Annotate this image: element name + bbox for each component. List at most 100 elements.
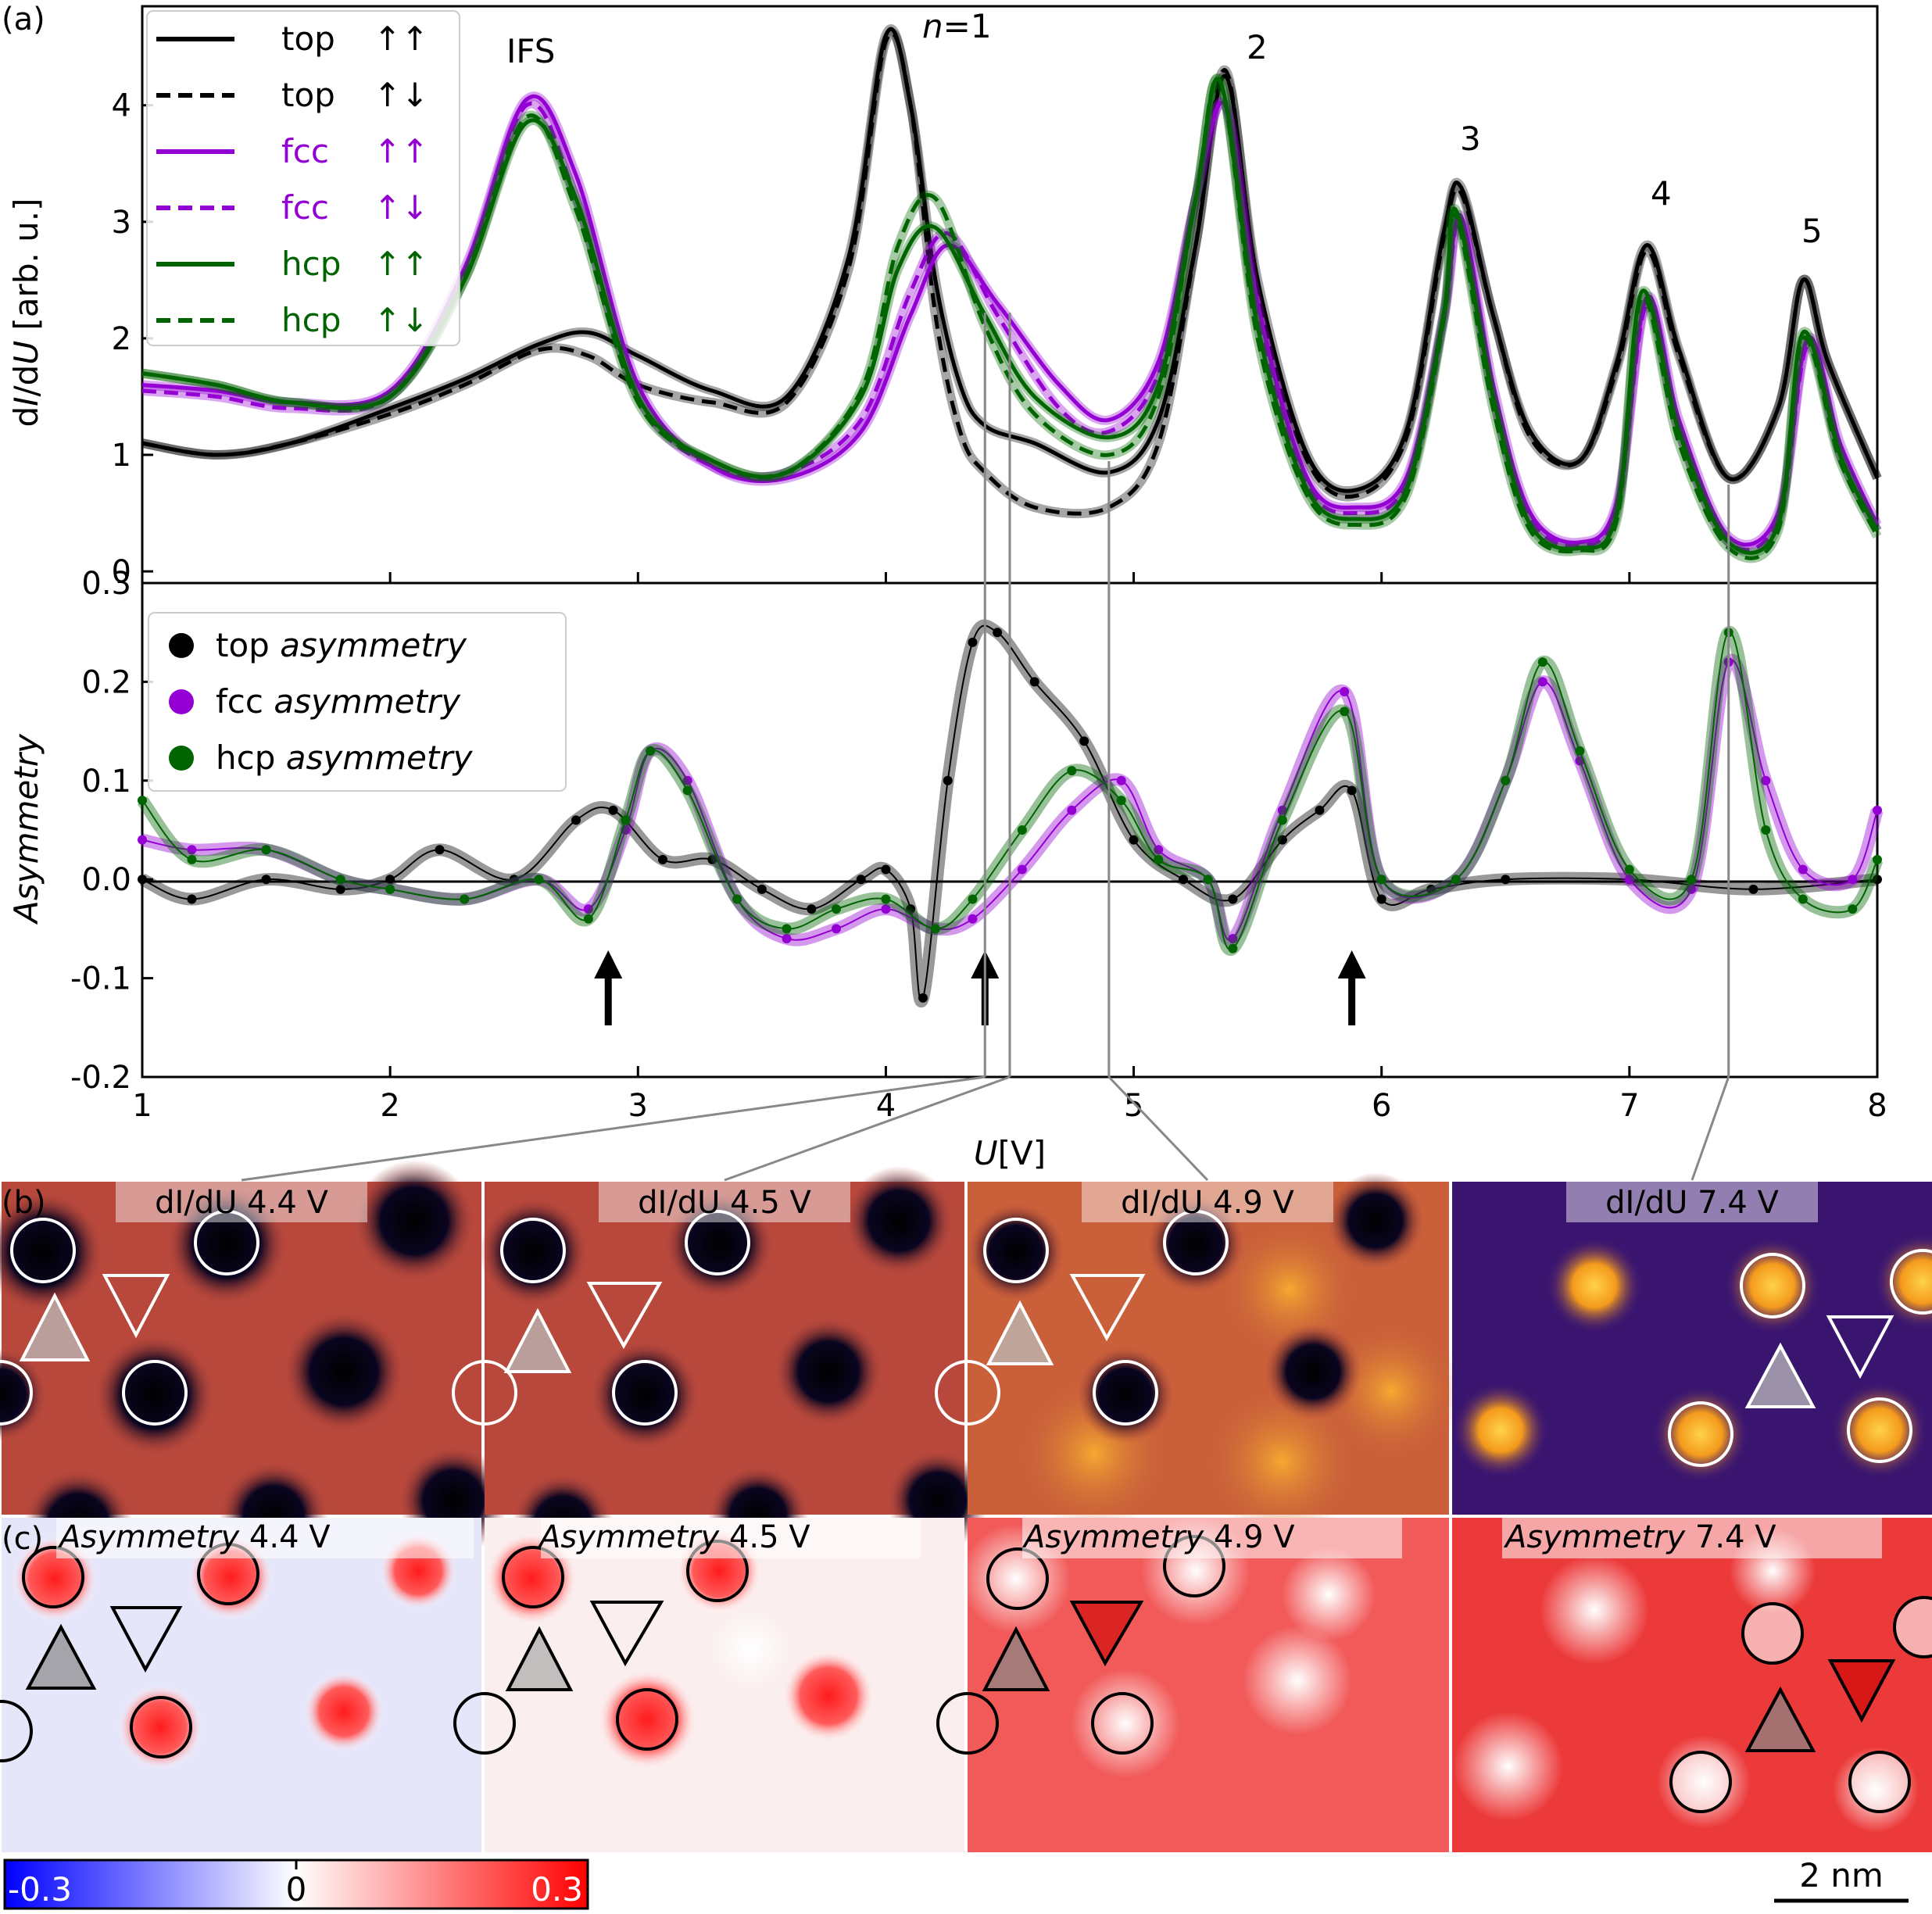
asymmetry-point-1-34 bbox=[1798, 864, 1808, 875]
asymmetry-y-tick-label-3: 0.1 bbox=[81, 764, 131, 800]
guide-diagonal-3 bbox=[1690, 1076, 1730, 1181]
spectra-y-axis-label: dI/dU [arb. u.] bbox=[7, 198, 45, 427]
asymmetry-panel: -0.2 -0.1 0.0 0.1 0.2 0.3 top asymmetry fcc as… bbox=[7, 313, 1887, 1182]
annotation-n1: n=1 bbox=[922, 7, 992, 45]
asymmetry-point-1-33 bbox=[1761, 775, 1771, 785]
asymmetry-point-0-3 bbox=[335, 884, 345, 894]
asymmetry-point-0-13 bbox=[856, 875, 866, 885]
panel-label-a: (a) bbox=[2, 2, 45, 38]
spectra-legend-label-2: fcc bbox=[281, 132, 329, 170]
spectra-y-tick-label-2: 2 bbox=[112, 321, 131, 357]
asymmetry-map-title-1: Asymmetry 4.4 V bbox=[57, 1519, 331, 1555]
asymmetry-point-0-27 bbox=[1347, 785, 1357, 796]
asymmetry-point-0-14 bbox=[881, 864, 891, 875]
asymmetry-point-1-1 bbox=[187, 845, 197, 855]
asymmetry-point-0-15 bbox=[906, 904, 916, 914]
asymmetry-legend-label-2: hcp asymmetry bbox=[216, 739, 474, 777]
asymmetry-point-0-4 bbox=[385, 875, 395, 885]
spectra-legend-label-1: top bbox=[281, 76, 335, 114]
asymmetry-point-0-10 bbox=[707, 854, 717, 864]
spectra-legend-box bbox=[146, 10, 460, 346]
asymmetry-point-1-10 bbox=[682, 775, 692, 785]
asymmetry-map-title-2: Asymmetry 4.5 V bbox=[537, 1519, 810, 1555]
spectra-y-tick-label-1: 1 bbox=[112, 438, 131, 474]
asymmetry-point-0-22 bbox=[1129, 835, 1139, 845]
asymmetry-point-2-12 bbox=[782, 924, 792, 934]
asymmetry-point-1-36 bbox=[1873, 805, 1882, 815]
x-axis-label: U[V] bbox=[974, 1134, 1046, 1172]
asymmetry-point-0-0 bbox=[138, 875, 147, 885]
asymmetry-y-ticks: -0.2 -0.1 0.0 0.1 0.2 0.3 bbox=[70, 566, 153, 1096]
spectra-band-top-1 bbox=[141, 28, 1882, 519]
asymmetry-point-0-9 bbox=[658, 854, 667, 864]
didu-map-4.5V: dI/dU 4.5 V bbox=[452, 1166, 989, 1575]
asymmetry-point-2-25 bbox=[1376, 875, 1386, 885]
asymmetry-map-4.9V: Asymmetry 4.9 V bbox=[936, 1516, 1449, 1852]
asymmetry-map-7.4V: Asymmetry 7.4 V bbox=[1452, 1518, 1932, 1852]
asymmetry-point-1-22 bbox=[1228, 934, 1238, 944]
asymmetry-point-0-21 bbox=[1079, 736, 1089, 746]
spectra-legend-spin-1: ↑↓ bbox=[374, 76, 428, 114]
asymmetry-point-2-11 bbox=[732, 894, 742, 904]
spectra-legend-spin-5: ↑↓ bbox=[374, 301, 428, 339]
asymmetry-point-2-9 bbox=[646, 746, 656, 756]
asymmetry-point-2-7 bbox=[583, 914, 593, 924]
x-tick-label-0: 1 bbox=[132, 1088, 152, 1124]
asymmetry-point-2-27 bbox=[1501, 775, 1511, 785]
didu-map-7.4V: dI/dU 7.4 V bbox=[1452, 1182, 1932, 1515]
spectra-legend-label-0: top bbox=[281, 20, 335, 58]
asymmetry-legend-marker-2 bbox=[169, 746, 194, 771]
asymmetry-point-1-28 bbox=[1537, 677, 1547, 687]
guide-lines bbox=[241, 313, 1730, 1182]
colorbar-min-label: -0.3 bbox=[8, 1870, 72, 1909]
asymmetry-y-tick-label-4: 0.2 bbox=[81, 664, 131, 700]
asymmetry-point-1-19 bbox=[1116, 775, 1126, 785]
asymmetry-point-2-17 bbox=[1017, 825, 1027, 835]
asymmetry-point-2-6 bbox=[534, 875, 544, 885]
arrow-head-0 bbox=[594, 950, 623, 978]
spectra-legend-spin-4: ↑↑ bbox=[374, 245, 428, 283]
asymmetry-point-2-13 bbox=[832, 904, 841, 914]
asymmetry-point-0-23 bbox=[1179, 875, 1188, 885]
asymmetry-point-2-5 bbox=[460, 894, 470, 904]
asymmetry-legend-box bbox=[148, 612, 567, 792]
asymmetry-point-2-14 bbox=[881, 894, 891, 904]
asymmetry-point-0-5 bbox=[435, 845, 445, 855]
asymmetry-point-1-14 bbox=[881, 904, 891, 914]
asymmetry-point-0-16 bbox=[918, 993, 928, 1003]
asymmetry-point-1-7 bbox=[583, 904, 593, 914]
asymmetry-point-0-28 bbox=[1376, 894, 1386, 904]
didu-map-title-2: dI/dU 4.5 V bbox=[638, 1185, 811, 1221]
x-axis-ticks: 1 2 3 4 5 6 7 8 bbox=[132, 572, 1887, 1124]
asymmetry-point-1-17 bbox=[1017, 864, 1027, 875]
asymmetry-point-2-30 bbox=[1624, 864, 1634, 875]
asymmetry-point-0-20 bbox=[1029, 677, 1039, 687]
panel-label-c: (c) bbox=[2, 1521, 43, 1557]
asymmetry-y-axis-label: Asymmetry bbox=[7, 733, 45, 925]
annotation-3: 3 bbox=[1460, 120, 1481, 158]
asymmetry-map-4.4V: Asymmetry 4.4 V bbox=[0, 1518, 481, 1852]
asymmetry-y-tick-label-top: 0.3 bbox=[81, 566, 131, 602]
asymmetry-point-2-35 bbox=[1848, 904, 1858, 914]
asymmetry-map-title-4: Asymmetry 7.4 V bbox=[1503, 1519, 1776, 1555]
asymmetry-point-2-4 bbox=[385, 884, 395, 894]
guide-diagonal-1 bbox=[724, 1075, 1011, 1182]
asymmetry-point-2-18 bbox=[1067, 766, 1077, 776]
arrow-head-2 bbox=[1337, 950, 1366, 978]
asymmetry-y-tick-label-2: 0.0 bbox=[81, 862, 131, 898]
asymmetry-line-2 bbox=[141, 631, 1878, 950]
asymmetry-legend-marker-0 bbox=[169, 633, 194, 658]
colorbar: -0.3 0 0.3 bbox=[3, 1859, 589, 1910]
asymmetry-point-0-8 bbox=[608, 805, 618, 815]
annotation-ifs: IFS bbox=[506, 32, 555, 70]
asymmetry-legend-label-0: top asymmetry bbox=[216, 626, 467, 664]
asymmetry-point-0-24 bbox=[1228, 894, 1238, 904]
x-tick-label-2: 3 bbox=[628, 1088, 648, 1124]
asymmetry-legend-label-1: fcc asymmetry bbox=[216, 682, 461, 721]
spectra-panel: (a) 0 1 2 3 4 IFS n=1 2 3 4 5 top ↑↑ top ↑↓ fcc ↑… bbox=[2, 2, 1882, 590]
asymmetry-point-2-22 bbox=[1228, 943, 1238, 953]
x-tick-label-6: 7 bbox=[1619, 1088, 1639, 1124]
spectra-legend-label-3: fcc bbox=[281, 188, 329, 227]
asymmetry-point-0-2 bbox=[261, 875, 271, 885]
asymmetry-point-1-30 bbox=[1624, 875, 1634, 885]
